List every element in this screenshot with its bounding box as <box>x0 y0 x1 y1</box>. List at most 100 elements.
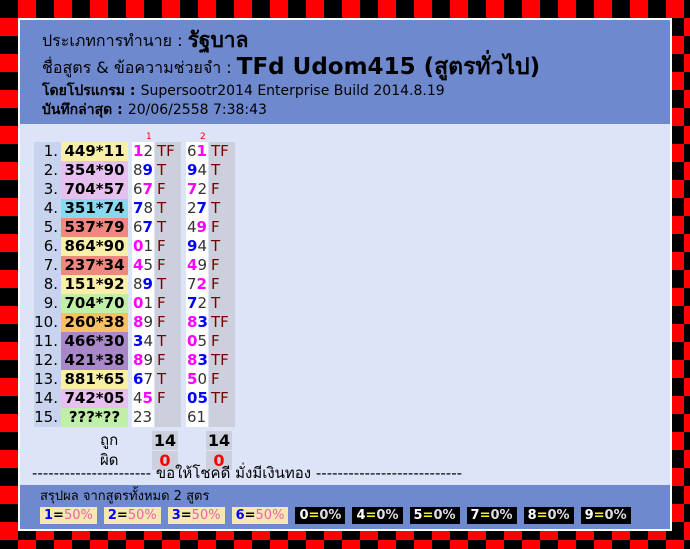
digit: 9 <box>196 218 207 236</box>
digit: 1 <box>196 408 207 426</box>
formula-value: TFd Udom415 (สูตรทั่วไป) <box>236 54 541 80</box>
chip-digit: 7 <box>470 508 480 523</box>
chip-equals: = <box>365 508 377 523</box>
chip-equals: = <box>422 508 434 523</box>
row-index: 14. <box>34 389 61 408</box>
chip-equals: = <box>479 508 491 523</box>
row-number: 704*70 <box>61 294 128 313</box>
pair-value-1: 89 <box>132 275 154 294</box>
pair-value-1: 67 <box>132 370 154 389</box>
digit: 0 <box>197 370 207 388</box>
pair-value-1: 12 <box>132 142 154 161</box>
percent-chip-9: 9=0% <box>580 507 631 524</box>
row-index: 12. <box>34 351 61 370</box>
chip-digit: 5 <box>413 508 423 523</box>
pair-result-2: TF <box>209 313 235 332</box>
wrong-count-2: 0 <box>206 451 232 470</box>
pair-result-2: T <box>209 161 235 180</box>
digit: 2 <box>143 142 153 160</box>
pair-result-1: T <box>155 218 181 237</box>
digit: 7 <box>187 294 198 312</box>
chip-percent: 0% <box>547 508 570 523</box>
digit: 4 <box>133 256 144 274</box>
pair-value-1: 23 <box>132 408 154 427</box>
pair-value-2: 50 <box>186 370 208 389</box>
main-panel: ประเภทการทำนาย : รัฐบาล ชื่อสูตร & ข้อคว… <box>20 20 670 529</box>
pair-value-2: 94 <box>186 161 208 180</box>
table-row: 2. 354*90 89 T 94 T <box>34 161 254 180</box>
row-number: 449*11 <box>61 142 128 161</box>
digit: 9 <box>142 161 153 179</box>
pair-value-2: 72 <box>186 275 208 294</box>
column-header-1: 1 <box>146 132 152 142</box>
wrong-count-1: 0 <box>152 451 178 470</box>
wrong-label: ผิด <box>100 451 119 469</box>
correct-label: ถูก <box>100 431 119 449</box>
digit: 5 <box>197 332 207 350</box>
row-number: 260*38 <box>61 313 128 332</box>
row-number: 537*79 <box>61 218 128 237</box>
digit: 8 <box>143 199 153 217</box>
digit: 7 <box>187 275 197 293</box>
digit: 4 <box>197 237 207 255</box>
row-number: 151*92 <box>61 275 128 294</box>
digit: 6 <box>133 218 143 236</box>
digit: 2 <box>197 180 207 198</box>
digit: 1 <box>143 237 153 255</box>
digit: 5 <box>143 256 153 274</box>
chip-percent: 50% <box>127 508 157 523</box>
digit: 7 <box>142 218 153 236</box>
digit: 3 <box>133 332 144 350</box>
digit: 2 <box>196 275 207 293</box>
digit: 9 <box>187 237 198 255</box>
digit: 0 <box>187 332 198 350</box>
row-index: 1. <box>34 142 61 161</box>
chip-digit: 4 <box>356 508 366 523</box>
formula-line: ชื่อสูตร & ข้อความช่วยจำ : TFd Udom415 (… <box>42 53 670 82</box>
pair-value-2: 27 <box>186 199 208 218</box>
divider-text: ---------------------- ขอให้โชคดี มั่งมี… <box>32 464 463 482</box>
digit: 6 <box>187 408 197 426</box>
percent-chips: 1=50% 2=50% 3=50% 6=50% 0=0% 4=0% 5=0% 7=0% 8=0%… <box>40 507 670 524</box>
chip-digit: 0 <box>299 508 309 523</box>
chip-digit: 9 <box>584 508 594 523</box>
chip-equals: = <box>308 508 320 523</box>
pair-result-1: T <box>155 161 181 180</box>
pair-value-1: 01 <box>132 294 154 313</box>
results-table: 1 2 ถูก ผิด 14 14 0 0 1. 449*11 12 TF 61 TF 2.… <box>34 132 274 472</box>
pair-value-2: 61 <box>186 142 208 161</box>
pair-result-2: F <box>209 332 235 351</box>
digit: 7 <box>196 199 207 217</box>
digit: 8 <box>133 161 143 179</box>
pair-value-2: 72 <box>186 294 208 313</box>
digit: 0 <box>133 294 144 312</box>
program-label: โดยโปรแกรม : <box>42 83 136 99</box>
pair-result-2: TF <box>209 351 235 370</box>
pair-result-2: F <box>209 180 235 199</box>
chip-digit: 6 <box>235 508 245 523</box>
type-line: ประเภทการทำนาย : รัฐบาล <box>42 28 670 53</box>
pair-value-1: 89 <box>132 351 154 370</box>
type-label: ประเภทการทำนาย : <box>42 31 183 50</box>
pair-result-1: T <box>155 370 181 389</box>
pair-result-2: TF <box>209 142 235 161</box>
digit: 4 <box>187 218 197 236</box>
percent-chip-4: 4=0% <box>352 507 403 524</box>
digit: 8 <box>133 313 144 331</box>
row-index: 6. <box>34 237 61 256</box>
row-index: 2. <box>34 161 61 180</box>
chip-equals: = <box>180 508 192 523</box>
digit: 8 <box>187 313 198 331</box>
table-row: 3. 704*57 67 F 72 F <box>34 180 254 199</box>
chip-equals: = <box>244 508 256 523</box>
chip-percent: 0% <box>433 508 456 523</box>
table-row: 11. 466*30 34 T 05 F <box>34 332 254 351</box>
percent-chip-2: 2=50% <box>103 507 161 524</box>
pair-result-1: T <box>155 275 181 294</box>
digit: 1 <box>143 294 153 312</box>
percent-chip-5: 5=0% <box>409 507 460 524</box>
summary-title: สรุปผล จากสูตรทั้งหมด 2 สูตร <box>40 489 210 504</box>
pair-value-2: 94 <box>186 237 208 256</box>
pair-value-2: 05 <box>186 389 208 408</box>
summary-footer: สรุปผล จากสูตรทั้งหมด 2 สูตร 1=50% 2=50% 3… <box>20 485 670 529</box>
